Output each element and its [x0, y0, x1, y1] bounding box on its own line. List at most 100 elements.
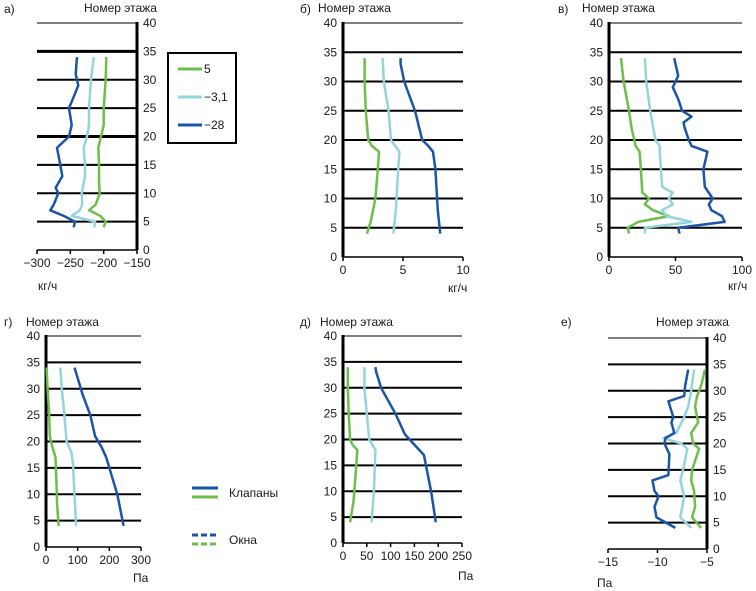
y-tick-label: 25 — [143, 101, 157, 115]
panel-label: е) — [561, 315, 572, 329]
y-tick-label: 35 — [143, 44, 157, 58]
legend-label: Окна — [229, 533, 257, 547]
series-line-5 — [346, 367, 359, 523]
x-tick-label: 150 — [404, 549, 424, 563]
y-tick-label: 5 — [33, 514, 40, 528]
legend-label: Клапаны — [229, 486, 278, 500]
x-tick-label: 100 — [381, 549, 401, 563]
x-tick-label: 50 — [360, 549, 374, 563]
y-tick-label: 35 — [324, 355, 338, 369]
series-line--28 — [399, 58, 442, 234]
x-axis-unit: кг/ч — [728, 279, 747, 293]
x-tick-label: 250 — [452, 549, 472, 563]
y-tick-label: 5 — [330, 510, 337, 524]
y-tick-label: 25 — [713, 410, 727, 424]
x-axis-unit: кг/ч — [38, 279, 57, 293]
x-axis-unit: кг/ч — [448, 281, 467, 295]
series-line-5 — [363, 58, 381, 234]
y-tick-label: 0 — [330, 250, 337, 264]
series-line--3.1 — [643, 58, 693, 234]
y-tick-label: 35 — [324, 45, 338, 59]
y-tick-label: 35 — [590, 45, 604, 59]
y-tick-label: 40 — [143, 16, 157, 30]
y-tick-label: 15 — [27, 461, 41, 475]
series-line--3.1 — [59, 367, 78, 526]
series-line--28 — [374, 366, 438, 523]
x-tick-label: 50 — [669, 263, 683, 277]
y-tick-label: 15 — [324, 458, 338, 472]
x-tick-label: −200 — [90, 256, 117, 270]
x-tick-label: 5 — [400, 263, 407, 277]
x-axis-unit: Па — [458, 569, 474, 583]
y-tick-label: 20 — [143, 130, 157, 144]
y-tick-label: 30 — [143, 73, 157, 87]
y-tick-label: 15 — [143, 158, 157, 172]
y-tick-label: 25 — [590, 104, 604, 118]
series-line--28 — [651, 369, 690, 529]
y-tick-label: 40 — [713, 331, 727, 345]
x-tick-label: 200 — [99, 553, 119, 567]
x-tick-label: 10 — [456, 263, 470, 277]
y-tick-label: 30 — [324, 381, 338, 395]
y-tick-label: 5 — [330, 221, 337, 235]
y-tick-label: 20 — [324, 433, 338, 447]
legend-label: −28 — [204, 118, 225, 132]
y-axis-title: Номер этажа — [84, 1, 157, 15]
series-line--3.1 — [662, 369, 696, 529]
series-line-5 — [87, 57, 108, 228]
y-tick-label: 30 — [27, 382, 41, 396]
y-axis-title: Номер этажа — [320, 315, 393, 329]
y-tick-label: 40 — [590, 16, 604, 30]
x-tick-label: 300 — [131, 553, 151, 567]
x-tick-label: −150 — [123, 256, 150, 270]
x-tick-label: −250 — [57, 256, 84, 270]
x-tick-label: 0 — [340, 549, 347, 563]
y-tick-label: 5 — [143, 215, 150, 229]
panel-label: в) — [558, 2, 568, 16]
y-tick-label: 10 — [713, 489, 727, 503]
series-line--28 — [671, 57, 726, 234]
x-tick-label: −15 — [598, 555, 619, 569]
x-tick-label: −5 — [700, 555, 714, 569]
y-tick-label: 15 — [324, 162, 338, 176]
y-tick-label: 20 — [590, 133, 604, 147]
y-tick-label: 10 — [324, 192, 338, 206]
y-tick-label: 35 — [713, 357, 727, 371]
x-tick-label: 100 — [732, 263, 752, 277]
y-tick-label: 25 — [324, 407, 338, 421]
series-line--28 — [73, 367, 125, 527]
panel-label: д) — [300, 315, 311, 329]
y-tick-label: 10 — [324, 484, 338, 498]
y-tick-label: 5 — [596, 221, 603, 235]
x-tick-label: −300 — [23, 256, 50, 270]
y-tick-label: 20 — [713, 437, 727, 451]
y-tick-label: 20 — [27, 435, 41, 449]
y-tick-label: 30 — [713, 384, 727, 398]
y-tick-label: 40 — [27, 329, 41, 343]
series-line-5 — [45, 367, 60, 526]
panel-label: г) — [4, 315, 12, 329]
y-tick-label: 25 — [27, 408, 41, 422]
y-tick-label: 5 — [713, 516, 720, 530]
y-tick-label: 35 — [27, 355, 41, 369]
y-tick-label: 20 — [324, 133, 338, 147]
x-tick-label: −10 — [647, 555, 668, 569]
y-tick-label: 0 — [143, 243, 150, 257]
series-line--3.1 — [363, 367, 377, 523]
legend-label: −3,1 — [204, 90, 228, 104]
x-axis-unit: Па — [597, 576, 613, 590]
y-tick-label: 10 — [27, 487, 41, 501]
panel-label: б) — [300, 2, 311, 16]
y-tick-label: 30 — [590, 75, 604, 89]
x-axis-unit: Па — [133, 571, 149, 585]
y-tick-label: 0 — [596, 250, 603, 264]
series-line--3.1 — [381, 58, 401, 234]
y-tick-label: 0 — [330, 536, 337, 550]
y-axis-title: Номер этажа — [656, 315, 729, 329]
x-tick-label: 0 — [340, 263, 347, 277]
legend-label: 5 — [204, 62, 211, 76]
series-line-5 — [689, 369, 707, 529]
y-axis-title: Номер этажа — [26, 315, 99, 329]
y-tick-label: 30 — [324, 75, 338, 89]
